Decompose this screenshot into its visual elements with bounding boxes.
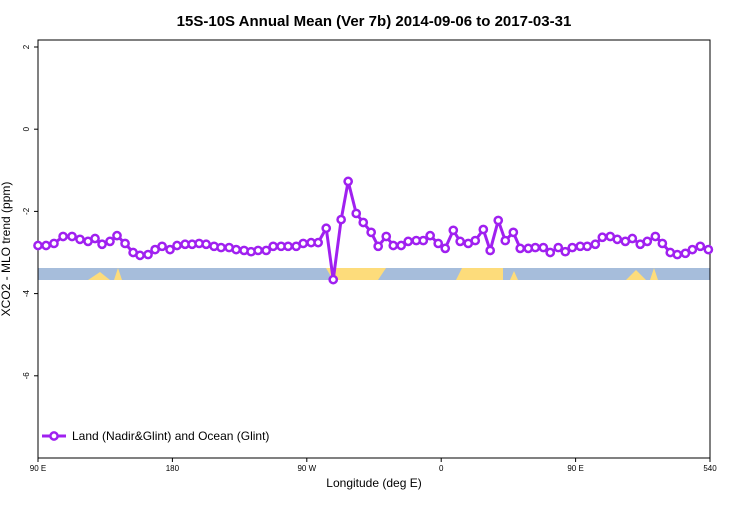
x-tick-label: 0 [439,464,444,473]
point [627,233,638,244]
point [418,235,429,246]
point [433,238,444,249]
point [470,235,481,246]
point [67,231,77,242]
point [112,230,122,241]
land-band [456,268,503,280]
x-axis-label: Longitude (deg E) [326,476,421,490]
point [508,227,519,238]
point [381,231,392,242]
point [530,242,541,253]
point [90,233,100,244]
point [493,215,504,226]
point [553,242,564,253]
point [143,249,153,260]
point [135,250,145,261]
y-tick-label: -6 [22,372,31,380]
land-band [114,268,122,280]
point [157,241,167,252]
point [268,241,279,252]
point [313,237,323,248]
point [515,243,526,254]
y-tick-label: -4 [22,289,31,297]
point [590,239,601,250]
point [58,231,68,242]
x-tick-label: 90 W [297,464,316,473]
point [33,240,43,251]
land-band [626,270,646,280]
point [642,236,653,247]
land-band [650,268,658,280]
point [328,274,339,285]
point [49,238,59,249]
x-tick-label: 180 [166,464,180,473]
point [612,234,623,245]
y-tick-label: 0 [22,126,31,131]
point [283,241,293,252]
point [120,238,130,249]
point [216,242,226,253]
point [298,238,309,249]
point [231,244,242,255]
x-tick-label: 90 E [30,464,46,473]
point [261,245,272,256]
point [253,245,263,256]
y-tick-label: 2 [22,44,31,49]
point [396,240,407,251]
point [105,236,115,247]
legend-label: Land (Nadir&Glint) and Ocean (Glint) [72,429,269,443]
point [650,231,661,242]
point [657,238,668,249]
chart-title: 15S-10S Annual Mean (Ver 7b) 2014-09-06 … [177,13,572,30]
point [672,249,683,260]
point [560,246,571,257]
point [545,247,556,258]
point [75,234,85,245]
point [538,242,549,253]
point [597,232,608,243]
point [172,240,182,251]
point [388,240,399,251]
point [478,224,489,235]
x-tick-label: 540 [703,464,717,473]
point [165,244,175,255]
land-ocean-strip [38,268,710,280]
plot-frame [37,39,711,459]
land-band [326,268,386,280]
point [351,208,362,219]
point [703,244,714,255]
point [500,235,511,246]
point [366,227,377,238]
point [41,240,51,251]
point [403,236,414,247]
point [582,241,593,252]
legend-marker [49,431,59,441]
point [448,225,459,236]
y-tick-label: -2 [22,207,31,215]
point [440,243,451,254]
point [680,248,691,259]
point [373,241,384,252]
point [687,244,698,255]
land-band [88,272,110,280]
land-band [510,271,518,280]
point [567,242,578,253]
x-tick-label: 90 E [567,464,583,473]
point [358,217,369,228]
point [336,214,346,225]
point [321,223,332,234]
point [201,239,211,250]
point [695,241,706,252]
point [343,176,354,187]
y-axis-label: XCO2 - MLO trend (ppm) [0,182,13,317]
point [97,239,107,250]
point [425,230,435,241]
point [485,245,496,256]
point [455,236,466,247]
